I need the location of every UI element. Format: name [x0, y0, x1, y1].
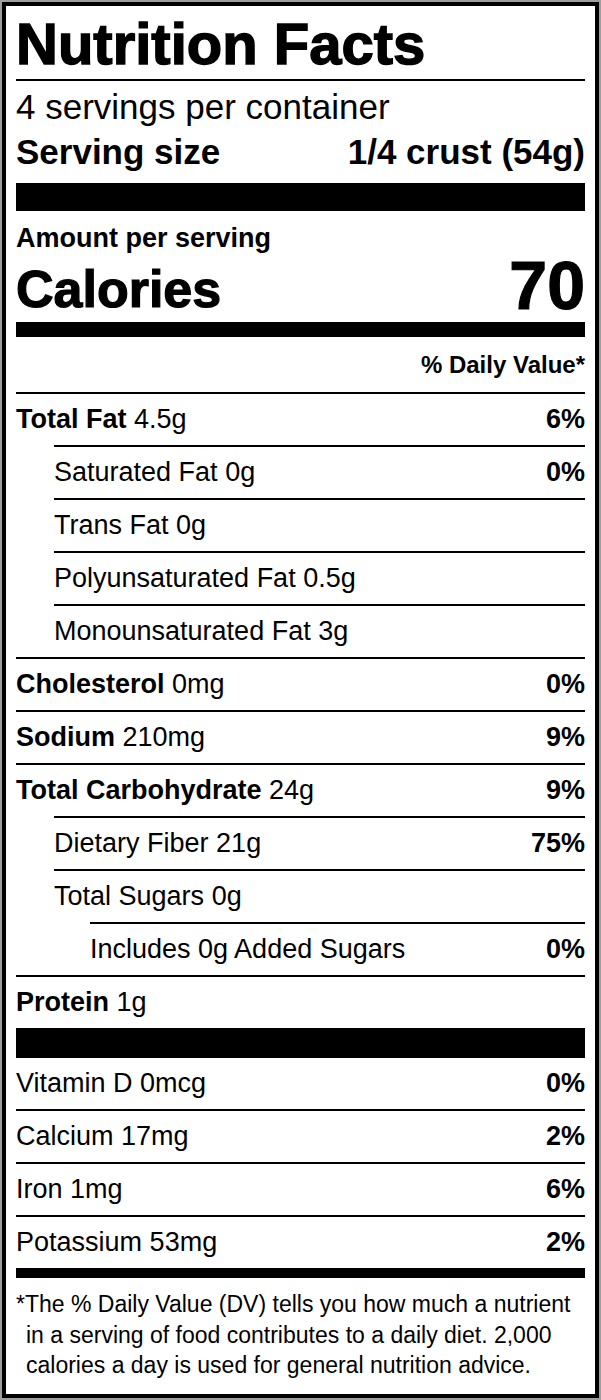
- nutrient-row-added-sugars: Includes 0g Added Sugars 0%: [90, 922, 585, 975]
- calories-row: Calories 70: [16, 254, 585, 323]
- nutrient-row-total-carbohydrate: Total Carbohydrate 24g 9%: [16, 763, 585, 816]
- nutrient-name: Dietary Fiber: [54, 828, 209, 859]
- amount-per-serving-label: Amount per serving: [16, 211, 585, 254]
- label-frame: Nutrition Facts 4 servings per container…: [0, 0, 601, 1400]
- nutrient-left: Monounsaturated Fat 3g: [54, 616, 348, 647]
- nutrient-name: Total Sugars: [54, 881, 204, 912]
- nutrition-label: Nutrition Facts 4 servings per container…: [2, 2, 599, 1398]
- nutrient-name: Total Carbohydrate: [16, 775, 262, 806]
- vitamin-name: Potassium: [16, 1227, 142, 1258]
- vitamin-amount: 1mg: [70, 1174, 123, 1205]
- nutrient-left: Total Carbohydrate 24g: [16, 775, 314, 806]
- vitamin-row-calcium: Calcium 17mg 2%: [16, 1109, 585, 1162]
- vitamin-amount: 53mg: [150, 1227, 218, 1258]
- vitamin-left: Iron 1mg: [16, 1174, 123, 1205]
- vitamin-amount: 0mcg: [140, 1068, 206, 1099]
- medium-bar-calories: [16, 322, 585, 337]
- servings-per-container: 4 servings per container: [16, 81, 585, 128]
- nutrient-amount: 1g: [117, 987, 147, 1018]
- nutrient-row-monounsaturated-fat: Monounsaturated Fat 3g: [54, 604, 585, 657]
- daily-value-header: % Daily Value*: [16, 337, 585, 391]
- calories-value: 70: [509, 254, 585, 317]
- nutrient-amount: 0g: [176, 510, 206, 541]
- vitamin-name: Calcium: [16, 1121, 114, 1152]
- vitamin-dv: 2%: [546, 1227, 585, 1258]
- nutrient-left: Includes 0g Added Sugars: [90, 934, 413, 965]
- nutrient-amount: 210mg: [123, 722, 206, 753]
- nutrient-row-trans-fat: Trans Fat 0g: [54, 498, 585, 551]
- nutrient-row-cholesterol: Cholesterol 0mg 0%: [16, 657, 585, 710]
- vitamin-dv: 6%: [546, 1174, 585, 1205]
- vitamin-dv: 0%: [546, 1068, 585, 1099]
- nutrient-name: Protein: [16, 987, 109, 1018]
- nutrient-name: Total Fat: [16, 404, 127, 435]
- vitamin-row-potassium: Potassium 53mg 2%: [16, 1215, 585, 1268]
- serving-size-row: Serving size 1/4 crust (54g): [16, 128, 585, 183]
- nutrient-row-sodium: Sodium 210mg 9%: [16, 710, 585, 763]
- vitamin-left: Calcium 17mg: [16, 1121, 189, 1152]
- nutrient-dv: 0%: [546, 669, 585, 700]
- nutrient-row-dietary-fiber: Dietary Fiber 21g 75%: [54, 816, 585, 869]
- nutrient-amount: 24g: [269, 775, 314, 806]
- nutrient-rows: Total Fat 4.5g 6% Saturated Fat 0g 0% Tr…: [16, 392, 585, 1029]
- nutrient-row-total-sugars: Total Sugars 0g: [54, 869, 585, 922]
- vitamin-name: Vitamin D: [16, 1068, 133, 1099]
- nutrient-left: Dietary Fiber 21g: [54, 828, 261, 859]
- nutrient-left: Sodium 210mg: [16, 722, 205, 753]
- nutrient-row-total-fat: Total Fat 4.5g 6%: [16, 392, 585, 445]
- serving-size-value: 1/4 crust (54g): [348, 131, 585, 173]
- nutrient-dv: 75%: [531, 828, 585, 859]
- nutrient-name: Saturated Fat: [54, 457, 218, 488]
- nutrient-amount: 0.5g: [303, 563, 356, 594]
- nutrient-dv: 0%: [546, 457, 585, 488]
- nutrient-name: Includes 0g Added Sugars: [90, 934, 405, 965]
- nutrient-row-protein: Protein 1g: [16, 975, 585, 1028]
- serving-size-label: Serving size: [16, 131, 220, 173]
- nutrient-amount: 4.5g: [134, 404, 187, 435]
- thick-bar-bottom: [16, 1028, 585, 1058]
- nutrient-name: Cholesterol: [16, 669, 165, 700]
- vitamin-row-vitamin-d: Vitamin D 0mcg 0%: [16, 1058, 585, 1109]
- nutrient-left: Polyunsaturated Fat 0.5g: [54, 563, 356, 594]
- nutrient-name: Polyunsaturated Fat: [54, 563, 296, 594]
- vitamin-left: Potassium 53mg: [16, 1227, 217, 1258]
- nutrient-amount: 0g: [225, 457, 255, 488]
- footnote-text: *The % Daily Value (DV) tells you how mu…: [16, 1278, 585, 1381]
- vitamin-name: Iron: [16, 1174, 63, 1205]
- thick-bar-top: [16, 183, 585, 211]
- nutrient-dv: 6%: [546, 404, 585, 435]
- calories-label: Calories: [16, 262, 221, 317]
- nutrient-row-saturated-fat: Saturated Fat 0g 0%: [54, 445, 585, 498]
- nutrient-left: Saturated Fat 0g: [54, 457, 255, 488]
- vitamin-left: Vitamin D 0mcg: [16, 1068, 206, 1099]
- nutrient-left: Protein 1g: [16, 987, 147, 1018]
- nutrient-name: Trans Fat: [54, 510, 169, 541]
- nutrient-left: Total Sugars 0g: [54, 881, 242, 912]
- nutrient-name: Monounsaturated Fat: [54, 616, 311, 647]
- vitamin-row-iron: Iron 1mg 6%: [16, 1162, 585, 1215]
- nutrient-row-polyunsaturated-fat: Polyunsaturated Fat 0.5g: [54, 551, 585, 604]
- nutrient-left: Trans Fat 0g: [54, 510, 206, 541]
- nutrient-left: Total Fat 4.5g: [16, 404, 187, 435]
- vitamin-amount: 17mg: [121, 1121, 189, 1152]
- nutrient-dv: 9%: [546, 775, 585, 806]
- nutrient-left: Cholesterol 0mg: [16, 669, 225, 700]
- nutrient-dv: 0%: [546, 934, 585, 965]
- label-title: Nutrition Facts: [16, 6, 585, 75]
- vitamin-dv: 2%: [546, 1121, 585, 1152]
- nutrient-name: Sodium: [16, 722, 115, 753]
- nutrient-amount: 0mg: [172, 669, 225, 700]
- nutrient-amount: 3g: [318, 616, 348, 647]
- footnote-bar: [16, 1268, 585, 1278]
- nutrient-amount: 0g: [212, 881, 242, 912]
- vitamin-rows: Vitamin D 0mcg 0% Calcium 17mg 2% Iron 1…: [16, 1058, 585, 1268]
- nutrient-dv: 9%: [546, 722, 585, 753]
- nutrient-amount: 21g: [216, 828, 261, 859]
